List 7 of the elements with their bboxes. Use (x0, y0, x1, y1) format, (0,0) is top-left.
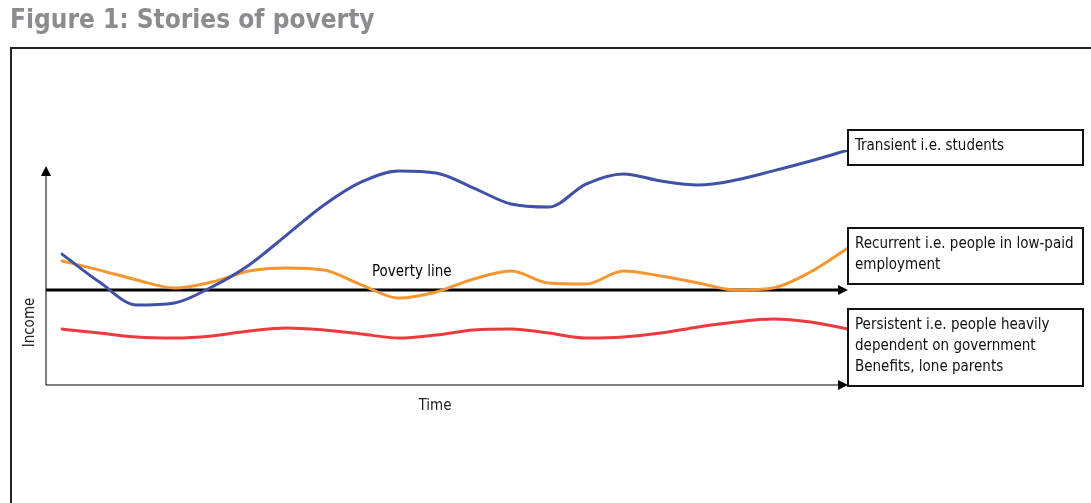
ref-line-label: Poverty line (371, 262, 452, 281)
series-label: Transient i.e. students (854, 136, 1005, 155)
chart-title: Figure 1: Stories of poverty (10, 3, 375, 34)
x-axis-title: Time (417, 396, 452, 415)
series-label: Recurrent i.e. people in low-paid employment (855, 234, 1074, 274)
y-axis-title: Income (19, 297, 38, 348)
series-label: Persistent i.e. people heavily dependent on government Benefits, lone parents (855, 315, 1050, 376)
